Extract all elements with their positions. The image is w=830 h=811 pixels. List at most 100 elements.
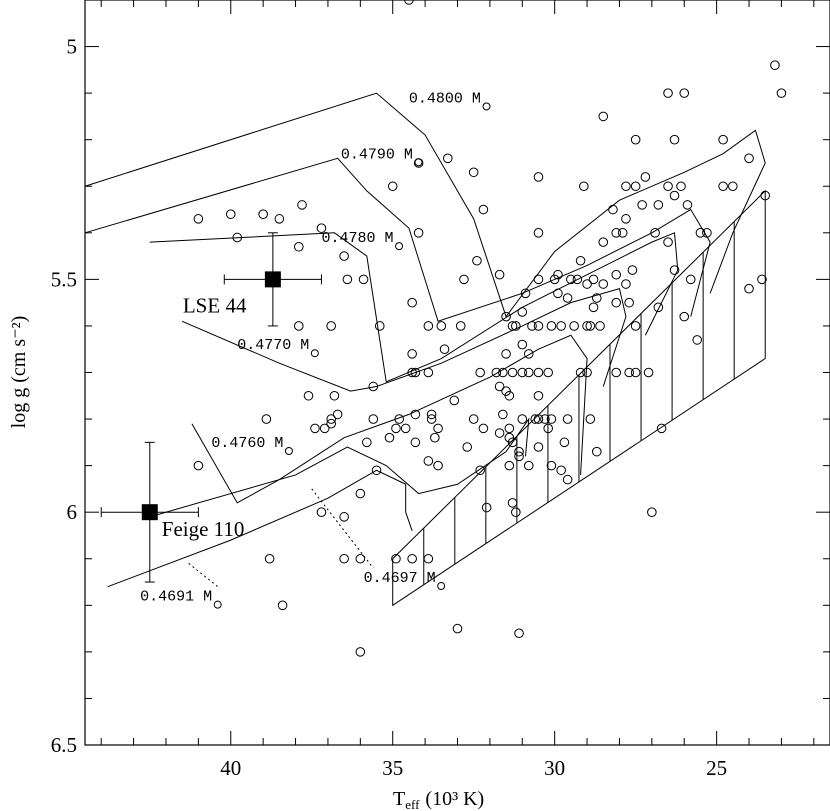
data-point (682, 200, 693, 210)
zams-band (392, 189, 766, 607)
data-point (517, 307, 528, 317)
data-point (572, 274, 583, 285)
data-point (293, 241, 304, 252)
y-tick-label: 6 (67, 500, 78, 524)
data-point (611, 297, 622, 308)
sun-symbol-icon (482, 102, 491, 111)
data-point (669, 190, 680, 201)
data-point (630, 321, 641, 331)
data-point (647, 507, 657, 517)
data-point (679, 88, 690, 98)
data-point (702, 228, 712, 238)
data-point (579, 181, 589, 192)
data-point (744, 283, 754, 294)
data-point (575, 367, 586, 378)
x-axis-label-unit: (10³ K) (425, 788, 484, 810)
data-point (303, 390, 314, 401)
data-point (588, 274, 599, 285)
data-point (472, 255, 482, 266)
data-point (643, 367, 654, 378)
data-point (368, 414, 379, 424)
data-point (410, 367, 421, 378)
data-point (339, 512, 349, 522)
data-point (650, 228, 660, 238)
y-tick-label: 5.5 (51, 267, 77, 291)
y-axis-label: log g (cm s⁻²) (8, 316, 30, 429)
data-point (624, 297, 634, 308)
data-point (591, 293, 602, 303)
data-point (520, 288, 531, 299)
leader-line (188, 563, 219, 588)
data-point (514, 451, 524, 462)
data-point (621, 214, 631, 224)
data-point (374, 321, 385, 331)
data-point (449, 395, 460, 406)
data-point (585, 414, 596, 424)
data-point (400, 423, 411, 434)
data-point (297, 200, 307, 210)
data-point (358, 274, 369, 285)
data-point (523, 367, 534, 378)
data-point (663, 88, 673, 98)
data-point (491, 367, 502, 378)
data-point (384, 432, 395, 443)
data-point (326, 414, 336, 424)
data-point (329, 390, 340, 401)
data-point (433, 423, 443, 434)
data-point (507, 437, 518, 448)
data-point (413, 228, 424, 238)
data-point (332, 409, 343, 420)
data-point (630, 134, 641, 145)
data-point (757, 274, 767, 285)
data-point (553, 288, 563, 299)
data-point (621, 181, 631, 192)
data-point (685, 274, 696, 285)
x-axis-label-sub: eff (405, 797, 420, 811)
data-point (517, 339, 528, 350)
data-point (533, 274, 544, 285)
data-point (546, 414, 557, 424)
x-tick-label: 30 (544, 756, 565, 780)
data-point (679, 311, 690, 322)
data-point (413, 158, 424, 168)
y-tick-label: 6.5 (51, 733, 77, 757)
data-point (391, 553, 401, 564)
x-tick-labels: 40 35 30 25 (220, 756, 727, 780)
data-point (478, 204, 489, 215)
data-point (423, 553, 434, 564)
data-point (585, 321, 596, 331)
sun-symbol-icon (395, 242, 404, 251)
data-point (624, 367, 634, 378)
data-point (507, 321, 518, 331)
data-point (426, 409, 437, 420)
data-point (562, 293, 573, 303)
x-tick-label: 40 (220, 756, 241, 780)
data-point (494, 428, 505, 438)
data-point (530, 414, 541, 424)
data-point (439, 344, 450, 355)
data-point (442, 153, 453, 164)
data-point (617, 228, 628, 238)
data-point (468, 414, 479, 424)
data-point (611, 228, 622, 238)
data-point (663, 237, 673, 247)
data-point (676, 181, 686, 192)
data-point (355, 488, 366, 499)
data-point (410, 409, 421, 420)
data-point (533, 228, 544, 238)
data-point (546, 321, 557, 331)
data-point (718, 181, 728, 192)
data-point (507, 498, 518, 508)
data-point (423, 456, 434, 466)
track-label: 0.4691 M (140, 589, 212, 606)
track-line (149, 417, 530, 518)
data-point (591, 446, 602, 457)
leader-line (311, 488, 374, 569)
data-point (225, 209, 236, 219)
data-point (326, 321, 336, 331)
data-point (630, 367, 641, 378)
data-point (656, 423, 667, 434)
data-point (507, 367, 518, 378)
data-point (362, 437, 372, 448)
track-line (181, 288, 627, 392)
